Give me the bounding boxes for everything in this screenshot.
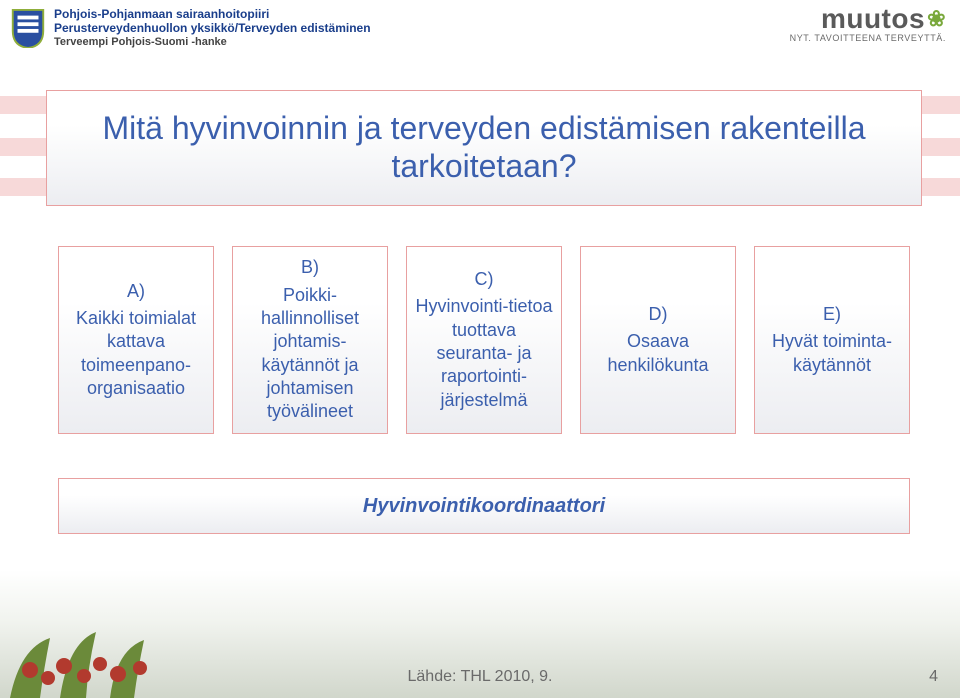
card-c: C) Hyvinvointi-tietoa tuottava seuranta- … xyxy=(406,246,562,434)
card-body: Osaava henkilökunta xyxy=(587,330,729,377)
card-label: D) xyxy=(649,303,668,326)
header-line-3: Terveempi Pohjois-Suomi -hanke xyxy=(54,36,371,49)
brand-logo: muutos❀ NYT. TAVOITTEENA TERVEYTTÄ. xyxy=(790,6,946,43)
source-citation: Lähde: THL 2010, 9. xyxy=(408,668,553,686)
page-number: 4 xyxy=(929,668,938,686)
title-section: Mitä hyvinvoinnin ja terveyden edistämis… xyxy=(46,90,922,206)
brand-tagline: NYT. TAVOITTEENA TERVEYTTÄ. xyxy=(790,33,946,43)
card-body: Poikki-hallinnolliset johtamis-käytännöt… xyxy=(239,284,381,424)
leaf-icon: ❀ xyxy=(927,6,946,31)
card-a: A) Kaikki toimialat kattava toimeenpano-o… xyxy=(58,246,214,434)
card-e: E) Hyvät toiminta-käytännöt xyxy=(754,246,910,434)
coordinator-box: Hyvinvointikoordinaattori xyxy=(58,478,910,534)
card-b: B) Poikki-hallinnolliset johtamis-käytänn… xyxy=(232,246,388,434)
slide-title: Mitä hyvinvoinnin ja terveyden edistämis… xyxy=(65,110,903,186)
header-line-2: Perusterveydenhuollon yksikkö/Terveyden … xyxy=(54,22,371,36)
title-box: Mitä hyvinvoinnin ja terveyden edistämis… xyxy=(46,90,922,206)
card-body: Kaikki toimialat kattava toimeenpano-org… xyxy=(65,307,207,401)
card-label: E) xyxy=(823,303,841,326)
card-body: Hyvinvointi-tietoa tuottava seuranta- ja… xyxy=(413,295,555,412)
shield-icon xyxy=(10,8,46,48)
header-text: Pohjois-Pohjanmaan sairaanhoitopiiri Per… xyxy=(54,8,371,54)
coordinator-label: Hyvinvointikoordinaattori xyxy=(363,495,605,518)
card-label: A) xyxy=(127,280,145,303)
card-label: C) xyxy=(475,268,494,291)
berries-decoration xyxy=(0,578,240,698)
crest-logo xyxy=(10,8,46,48)
card-d: D) Osaava henkilökunta xyxy=(580,246,736,434)
header-line-1: Pohjois-Pohjanmaan sairaanhoitopiiri xyxy=(54,8,371,22)
card-label: B) xyxy=(301,256,319,279)
card-body: Hyvät toiminta-käytännöt xyxy=(761,330,903,377)
brand-name: muutos❀ xyxy=(790,6,946,33)
cards-row: A) Kaikki toimialat kattava toimeenpano-o… xyxy=(58,246,910,434)
